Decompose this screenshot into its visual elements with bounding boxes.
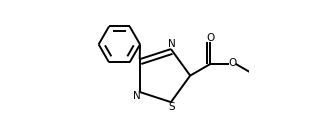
Text: N: N <box>133 91 140 102</box>
Text: S: S <box>169 102 175 112</box>
Text: O: O <box>206 33 214 43</box>
Text: O: O <box>229 58 237 68</box>
Text: N: N <box>168 39 176 49</box>
